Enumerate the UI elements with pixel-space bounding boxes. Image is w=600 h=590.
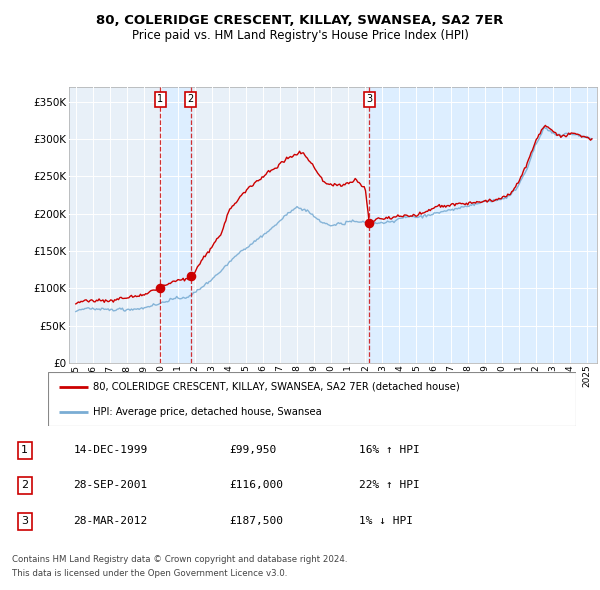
Text: 2: 2 bbox=[188, 94, 194, 104]
Text: 1: 1 bbox=[157, 94, 163, 104]
Bar bbox=[370, 87, 600, 363]
Text: HPI: Average price, detached house, Swansea: HPI: Average price, detached house, Swan… bbox=[93, 408, 322, 417]
Text: 1% ↓ HPI: 1% ↓ HPI bbox=[359, 516, 413, 526]
Text: 2: 2 bbox=[21, 480, 28, 490]
Point bbox=[155, 284, 165, 293]
Text: 28-SEP-2001: 28-SEP-2001 bbox=[74, 480, 148, 490]
Text: 16% ↑ HPI: 16% ↑ HPI bbox=[359, 445, 419, 455]
Text: 80, COLERIDGE CRESCENT, KILLAY, SWANSEA, SA2 7ER (detached house): 80, COLERIDGE CRESCENT, KILLAY, SWANSEA,… bbox=[93, 382, 460, 392]
Text: 80, COLERIDGE CRESCENT, KILLAY, SWANSEA, SA2 7ER: 80, COLERIDGE CRESCENT, KILLAY, SWANSEA,… bbox=[97, 14, 503, 27]
Text: 14-DEC-1999: 14-DEC-1999 bbox=[74, 445, 148, 455]
Text: £187,500: £187,500 bbox=[229, 516, 283, 526]
Text: 22% ↑ HPI: 22% ↑ HPI bbox=[359, 480, 419, 490]
Text: This data is licensed under the Open Government Licence v3.0.: This data is licensed under the Open Gov… bbox=[12, 569, 287, 578]
Text: £116,000: £116,000 bbox=[229, 480, 283, 490]
Text: Contains HM Land Registry data © Crown copyright and database right 2024.: Contains HM Land Registry data © Crown c… bbox=[12, 555, 347, 564]
Point bbox=[186, 271, 196, 281]
Text: £99,950: £99,950 bbox=[229, 445, 277, 455]
Point bbox=[365, 218, 374, 228]
Text: 3: 3 bbox=[367, 94, 373, 104]
Bar bbox=[160, 87, 191, 363]
Text: 3: 3 bbox=[22, 516, 28, 526]
Text: 28-MAR-2012: 28-MAR-2012 bbox=[74, 516, 148, 526]
Text: 1: 1 bbox=[22, 445, 28, 455]
Text: Price paid vs. HM Land Registry's House Price Index (HPI): Price paid vs. HM Land Registry's House … bbox=[131, 29, 469, 42]
